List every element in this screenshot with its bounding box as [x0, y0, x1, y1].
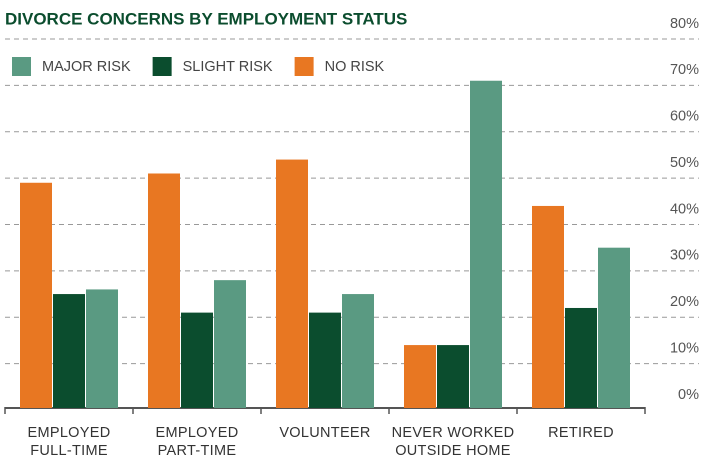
- legend-label: NO RISK: [325, 59, 385, 75]
- bar: [598, 247, 630, 408]
- bar: [148, 173, 180, 408]
- legend-label: MAJOR RISK: [42, 59, 131, 75]
- legend-swatch: [294, 57, 314, 76]
- y-tick-label: 50%: [670, 155, 699, 171]
- y-tick-label: 80%: [670, 16, 699, 32]
- legend-swatch: [152, 57, 172, 76]
- bar: [565, 307, 597, 408]
- legend-label: SLIGHT RISK: [183, 59, 273, 75]
- bar: [309, 312, 341, 408]
- bar: [214, 280, 246, 408]
- y-tick-label: 10%: [670, 340, 699, 356]
- x-tick-label: NEVER WORKED OUTSIDE HOME: [391, 425, 515, 459]
- bar: [404, 345, 436, 408]
- bar: [53, 294, 85, 408]
- bar: [470, 80, 502, 409]
- x-tick-label: EMPLOYED PART-TIME: [155, 425, 239, 459]
- y-tick-label: 30%: [670, 248, 699, 264]
- chart-title: DIVORCE CONCERNS BY EMPLOYMENT STATUS: [5, 9, 407, 28]
- y-tick-label: 40%: [670, 201, 699, 217]
- bar: [532, 205, 564, 408]
- bar: [437, 345, 469, 408]
- y-tick-label: 70%: [670, 62, 699, 78]
- x-tick-label: RETIRED: [548, 425, 614, 441]
- bar: [342, 294, 374, 408]
- y-tick-label: 60%: [670, 109, 699, 125]
- legend-swatch: [12, 57, 31, 76]
- x-tick-label: EMPLOYED FULL-TIME: [27, 425, 111, 459]
- y-tick-label: 20%: [670, 294, 699, 310]
- y-tick-label: 0%: [678, 387, 699, 403]
- bar: [20, 182, 52, 408]
- bar: [86, 289, 118, 408]
- bar: [181, 312, 213, 408]
- bar: [276, 159, 308, 408]
- x-tick-label: VOLUNTEER: [279, 425, 371, 441]
